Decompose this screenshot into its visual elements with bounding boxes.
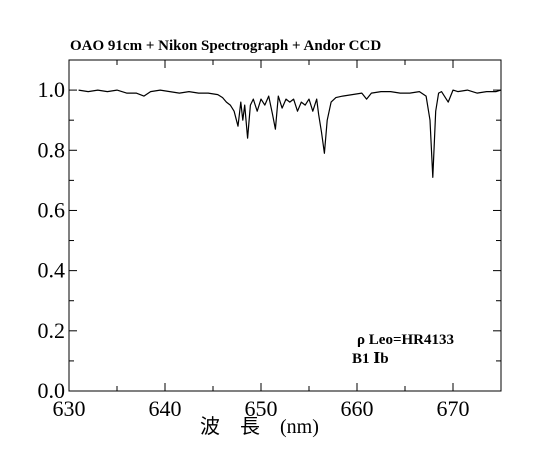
- ticks-layer: [68, 59, 502, 392]
- y-tick-label: 0.6: [38, 197, 66, 222]
- x-tick-label: 670: [437, 396, 470, 421]
- annotation-star-name: ρ Leo=HR4133: [357, 332, 454, 348]
- plot-frame: [68, 59, 502, 392]
- annotation-spectral-type: B1 Ⅰb: [352, 351, 389, 367]
- x-tick-label: 650: [245, 396, 278, 421]
- y-tick-label: 1.0: [38, 77, 66, 102]
- x-tick-label: 630: [53, 396, 86, 421]
- x-axis-label: 波 長 (nm): [200, 415, 319, 438]
- x-tick-label: 640: [149, 396, 182, 421]
- chart-title: OAO 91cm + Nikon Spectrograph + Andor CC…: [70, 38, 381, 54]
- y-tick-label: 0.8: [38, 137, 66, 162]
- y-tick-label: 0.4: [38, 258, 66, 283]
- y-tick-label: 0.0: [38, 378, 66, 403]
- tick-labels-layer: 630 640 650 660 670 0.0 0.2 0.4 0.6 0.8 1.0: [38, 77, 470, 421]
- spectrum-line: [78, 89, 502, 178]
- y-tick-label: 0.2: [38, 318, 66, 343]
- x-tick-label: 660: [341, 396, 374, 421]
